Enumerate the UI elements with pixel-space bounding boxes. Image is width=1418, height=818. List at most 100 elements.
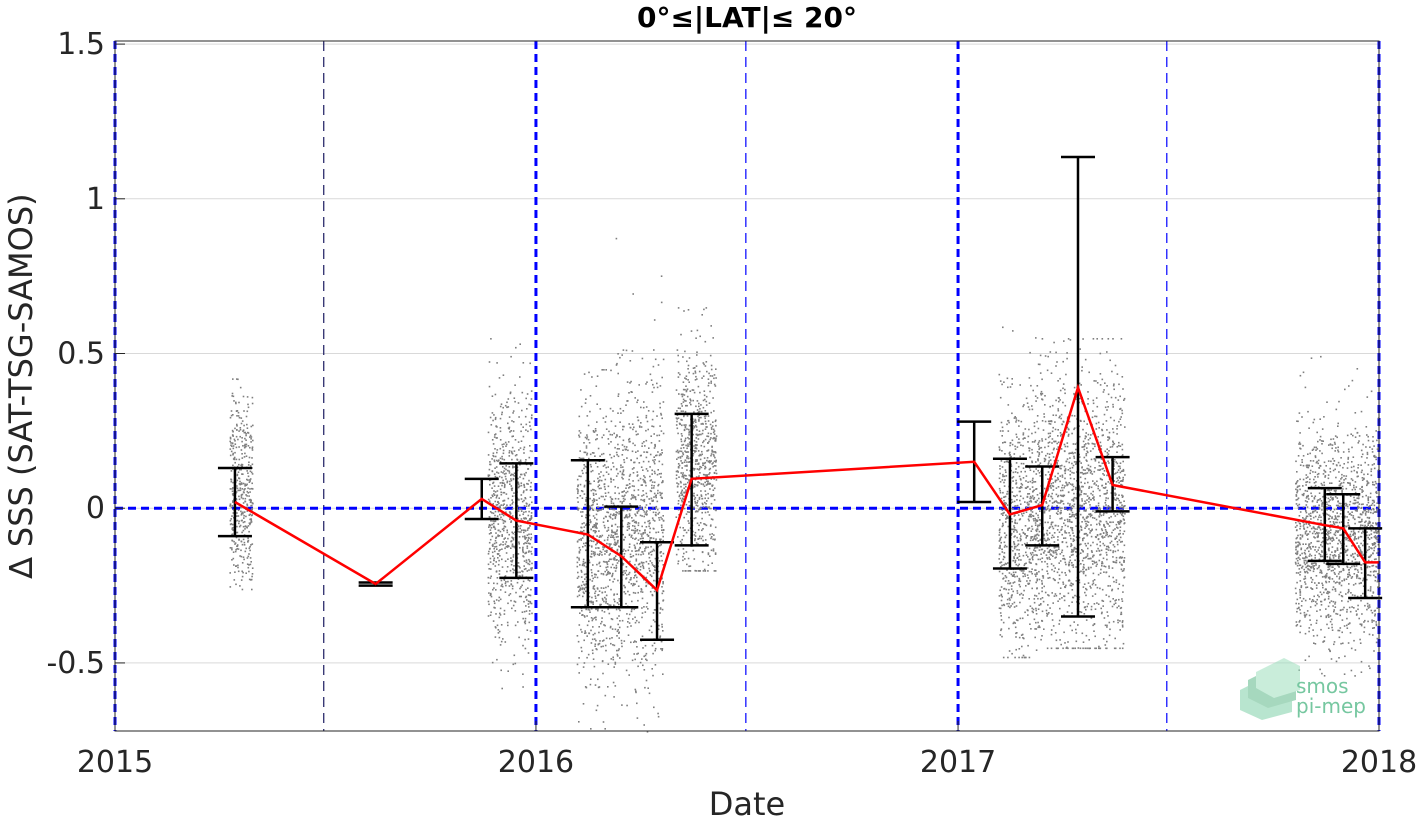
data-point <box>232 487 234 489</box>
data-point <box>583 592 585 595</box>
data-point <box>506 480 509 483</box>
data-point <box>1119 512 1122 514</box>
data-point <box>637 494 640 496</box>
data-point <box>1036 420 1038 423</box>
data-point <box>638 549 640 552</box>
data-point <box>525 595 528 598</box>
data-point <box>244 485 246 487</box>
data-point <box>1012 590 1014 593</box>
data-point <box>251 575 253 578</box>
data-point <box>1116 433 1118 435</box>
data-point <box>707 449 710 451</box>
data-point <box>1120 611 1123 614</box>
data-point <box>684 350 686 353</box>
data-point <box>1072 499 1075 501</box>
data-point <box>1093 499 1095 501</box>
data-point <box>1019 495 1022 497</box>
data-point <box>1103 389 1105 391</box>
data-point <box>584 503 586 506</box>
data-point <box>1066 445 1069 448</box>
data-point <box>688 432 690 434</box>
data-point <box>590 678 592 680</box>
data-point <box>1011 443 1014 446</box>
data-point <box>1086 499 1088 501</box>
data-point <box>616 649 618 652</box>
data-point <box>688 441 691 444</box>
data-point <box>589 555 592 558</box>
data-point <box>603 546 605 549</box>
data-point <box>1022 444 1024 447</box>
data-point <box>1027 577 1030 579</box>
data-point <box>1081 549 1083 551</box>
data-point <box>704 570 707 572</box>
data-point <box>588 514 591 517</box>
data-point <box>527 539 529 541</box>
data-point <box>681 462 683 464</box>
data-point <box>623 640 626 642</box>
data-point <box>1035 488 1038 490</box>
data-point <box>608 612 611 615</box>
data-point <box>680 472 682 474</box>
data-point <box>236 415 238 417</box>
data-point <box>700 507 702 509</box>
data-point <box>1114 494 1117 497</box>
data-point <box>504 591 507 593</box>
data-point <box>1021 513 1023 515</box>
data-point <box>693 506 695 509</box>
data-point <box>1001 466 1004 468</box>
data-point <box>682 388 685 391</box>
data-point <box>499 461 502 463</box>
data-point <box>705 404 708 406</box>
data-point <box>489 614 492 616</box>
data-point <box>713 436 715 439</box>
data-point <box>487 498 490 501</box>
data-point <box>653 549 655 552</box>
data-point <box>527 579 530 581</box>
data-point <box>715 479 718 481</box>
data-point <box>1013 606 1016 608</box>
data-point <box>700 416 702 419</box>
data-point <box>508 455 511 457</box>
data-point <box>244 483 246 485</box>
data-point <box>1064 642 1066 644</box>
data-point <box>584 616 586 618</box>
data-point <box>653 349 655 351</box>
data-point <box>242 473 244 475</box>
data-point <box>651 562 653 564</box>
data-point <box>713 374 716 376</box>
data-point <box>1032 514 1034 517</box>
data-point <box>511 489 513 492</box>
data-point <box>491 458 493 460</box>
data-point <box>643 724 645 726</box>
data-point <box>614 600 616 603</box>
data-point <box>1107 505 1110 507</box>
data-point <box>715 472 718 475</box>
data-point <box>653 485 655 487</box>
data-point <box>1008 454 1011 456</box>
data-point <box>527 652 530 654</box>
data-point <box>634 547 637 550</box>
data-point <box>1018 583 1021 586</box>
data-point <box>235 498 238 501</box>
data-point <box>1044 539 1046 542</box>
data-point <box>1043 511 1046 514</box>
data-point <box>503 485 506 487</box>
data-point <box>714 508 716 511</box>
data-point <box>497 629 500 631</box>
data-point <box>599 455 601 457</box>
data-point <box>516 498 519 501</box>
data-point <box>529 600 532 603</box>
data-point <box>1024 501 1026 503</box>
data-point <box>691 389 694 391</box>
data-point <box>1103 474 1105 476</box>
data-point <box>585 514 588 516</box>
data-point <box>660 538 662 541</box>
data-point <box>712 437 714 440</box>
data-point <box>513 466 515 468</box>
data-point <box>523 610 526 613</box>
data-point <box>507 406 510 408</box>
data-point <box>1107 453 1110 455</box>
data-point <box>509 569 512 572</box>
data-point <box>700 495 703 497</box>
data-point <box>1090 486 1093 489</box>
